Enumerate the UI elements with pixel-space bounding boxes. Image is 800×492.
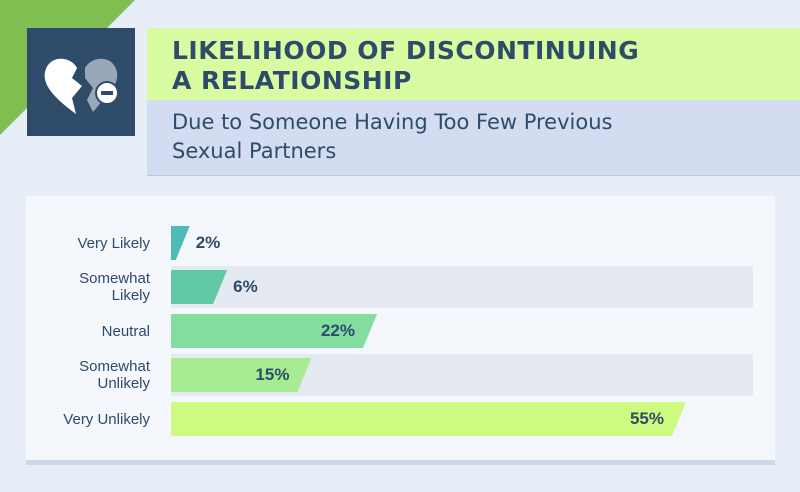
bar (171, 402, 686, 436)
category-label: Somewhat Likely (10, 270, 150, 304)
title-line-2: A RELATIONSHIP (172, 66, 412, 95)
broken-heart-minus-icon (44, 58, 119, 114)
bar (171, 226, 190, 260)
subtitle-band: Due to Someone Having Too Few Previous S… (147, 100, 800, 176)
title-band: LIKELIHOOD OF DISCONTINUING A RELATIONSH… (147, 28, 800, 100)
subtitle-line-2: Sexual Partners (172, 139, 337, 163)
bar (171, 358, 311, 392)
category-label-line: Neutral (101, 322, 150, 340)
category-label-line: Very Likely (77, 234, 150, 252)
bar (171, 314, 377, 348)
value-label: 6% (233, 277, 258, 296)
title-line-1: LIKELIHOOD OF DISCONTINUING (172, 36, 640, 65)
subtitle-line-1: Due to Someone Having Too Few Previous (172, 110, 613, 134)
category-label-line: Somewhat (79, 358, 150, 375)
chart-panel: Very Likely 2% Somewhat Likely 6% Neutral 22% S… (26, 196, 775, 465)
category-label: Very Likely (10, 235, 150, 252)
value-label: 2% (195, 233, 221, 252)
row-background (171, 266, 753, 308)
category-label: Very Unlikely (10, 411, 150, 428)
value-label: 22% (320, 321, 355, 340)
category-label-line: Unlikely (97, 375, 150, 392)
chart-title: LIKELIHOOD OF DISCONTINUING A RELATIONSH… (172, 36, 639, 96)
category-label-line: Likely (111, 287, 150, 304)
category-label-line: Somewhat (79, 270, 150, 287)
icon-box (27, 28, 135, 136)
category-label: Neutral (10, 323, 150, 340)
category-label: Somewhat Unlikely (10, 358, 150, 392)
value-label: 15% (255, 365, 290, 384)
value-label: 55% (629, 409, 664, 428)
chart-subtitle: Due to Someone Having Too Few Previous S… (172, 108, 612, 166)
category-label-line: Very Unlikely (63, 410, 150, 428)
